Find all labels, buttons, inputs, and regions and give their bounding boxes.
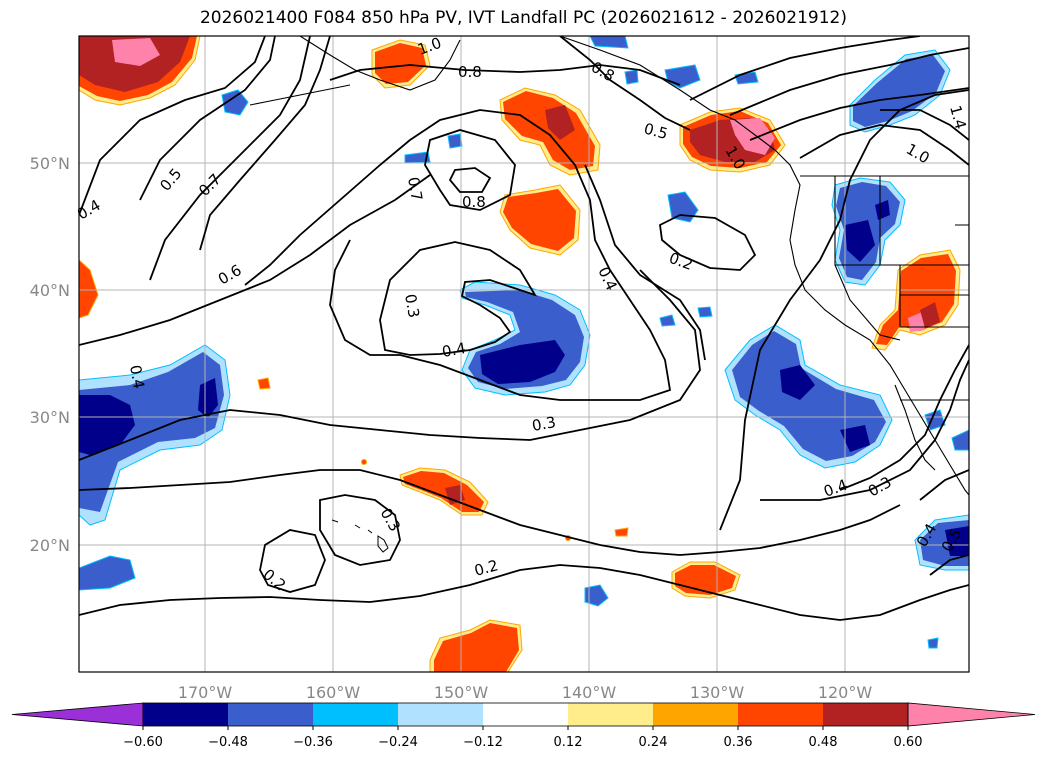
colorbar-arrow-left xyxy=(11,702,144,727)
lon-tick-label: 120°W xyxy=(818,683,873,702)
colorbar-segment xyxy=(823,703,908,726)
colorbar-label: −0.24 xyxy=(378,735,418,750)
colorbar-label: 0.36 xyxy=(724,735,753,750)
map-border xyxy=(78,35,970,673)
colorbar-label: −0.12 xyxy=(463,735,503,750)
colorbar-label: 0.24 xyxy=(639,735,668,750)
lat-tick-label: 50°N xyxy=(30,154,70,173)
lat-tick-labels: 50°N 40°N 30°N 20°N xyxy=(30,154,70,555)
colorbar-outline xyxy=(142,702,909,727)
lat-tick-label: 20°N xyxy=(30,536,70,555)
lon-tick-label: 130°W xyxy=(690,683,745,702)
colorbar-segment xyxy=(483,703,568,726)
contour-label: 0.8 xyxy=(462,193,486,211)
lon-tick-labels: 170°W 160°W 150°W 140°W 130°W 120°W xyxy=(178,683,873,702)
gridlines xyxy=(79,36,969,672)
lon-tick-label: 160°W xyxy=(306,683,361,702)
map-title: 2026021400 F084 850 hPa PV, IVT Landfall… xyxy=(199,8,847,28)
colorbar-segment xyxy=(398,703,483,726)
pv-contours xyxy=(79,36,969,621)
lat-tick-label: 40°N xyxy=(30,281,70,300)
contour-label: 1.4 xyxy=(946,103,970,131)
colorbar-label: 0.48 xyxy=(809,735,838,750)
contour-label: 0.8 xyxy=(458,63,482,81)
colorbar: −0.60 −0.48 −0.36 −0.24 −0.12 0.12 0.24 0.36 0.4… xyxy=(11,702,1036,750)
colorbar-segment xyxy=(568,703,653,726)
colorbar-segment xyxy=(143,703,228,726)
contour-label: 0.2 xyxy=(472,556,500,580)
contour-label: 0.5 xyxy=(642,119,670,143)
contour-label: 0.7 xyxy=(404,176,426,203)
negative-anomaly-regions xyxy=(79,36,969,649)
colorbar-label: 0.12 xyxy=(554,735,583,750)
lon-tick-label: 170°W xyxy=(178,683,233,702)
colorbar-segment xyxy=(738,703,823,726)
colorbar-segment xyxy=(653,703,738,726)
contour-label: 0.3 xyxy=(401,293,423,320)
contour-label: 0.4 xyxy=(441,339,468,361)
hawaii-islands xyxy=(331,519,389,553)
lat-tick-label: 30°N xyxy=(30,408,70,427)
contour-label: 0.4 xyxy=(126,364,148,391)
positive-anomaly-regions xyxy=(79,36,961,672)
colorbar-label: −0.36 xyxy=(293,735,333,750)
coastlines xyxy=(249,36,969,496)
colorbar-segment xyxy=(228,703,313,726)
lon-tick-label: 150°W xyxy=(434,683,489,702)
colorbar-label: −0.48 xyxy=(208,735,248,750)
colorbar-segment xyxy=(313,703,398,726)
colorbar-arrow-right xyxy=(907,702,1036,727)
lon-tick-label: 140°W xyxy=(562,683,617,702)
contour-label: 0.3 xyxy=(531,413,558,435)
colorbar-label: −0.60 xyxy=(123,735,163,750)
colorbar-label: 0.60 xyxy=(894,735,923,750)
